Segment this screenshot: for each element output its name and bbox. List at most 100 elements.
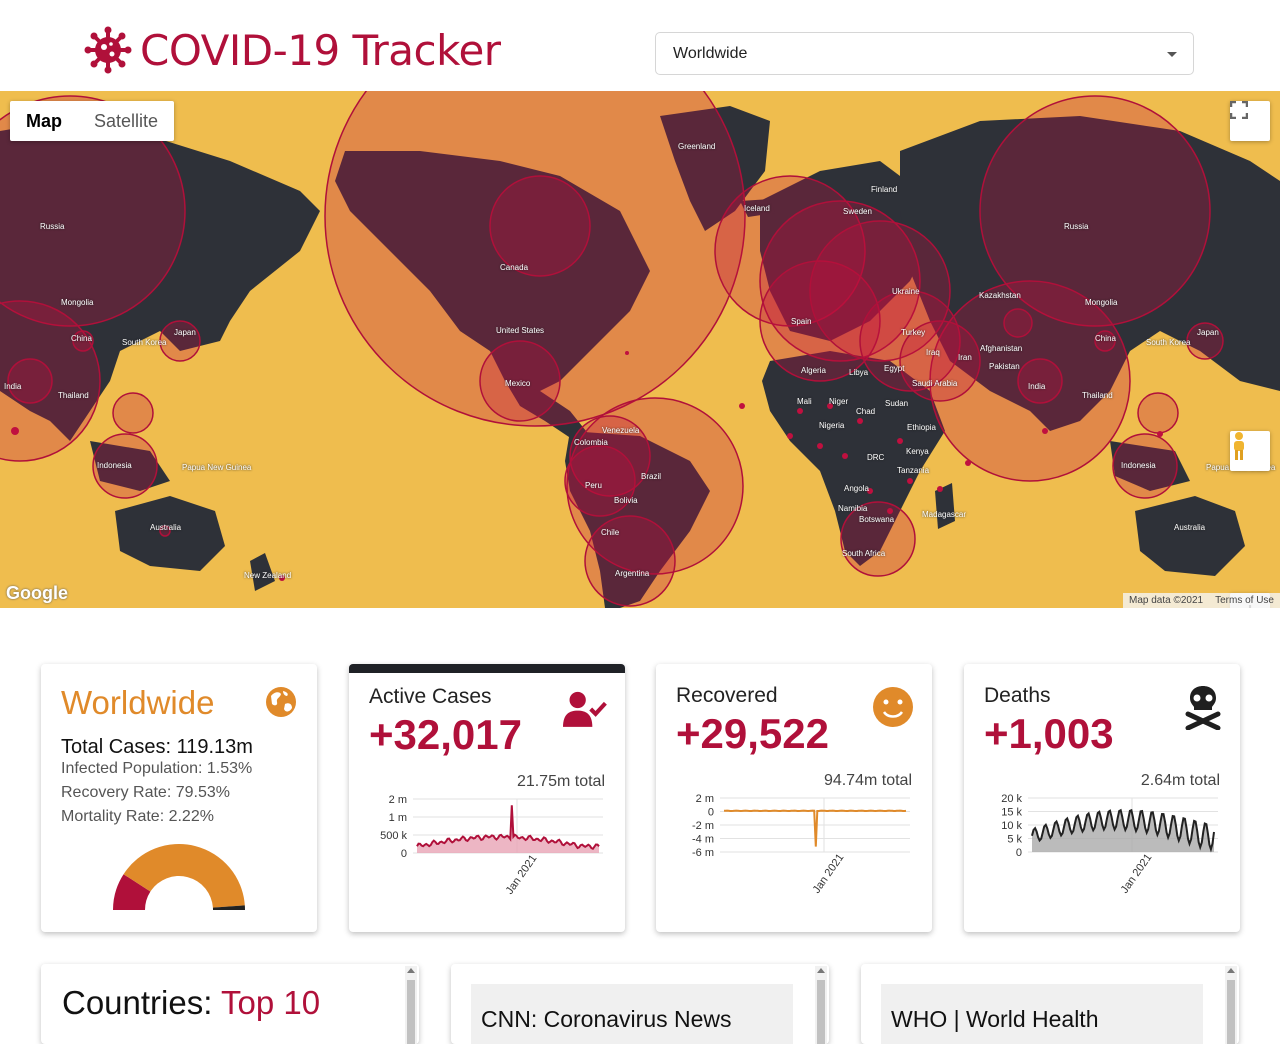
card-title: Recovered <box>676 684 778 707</box>
street-view-pegman[interactable] <box>1230 431 1270 471</box>
map-label: Indonesia <box>97 461 132 470</box>
map-label: Pakistan <box>989 362 1020 371</box>
card-total: 94.74m total <box>823 772 912 789</box>
gauge-active-segment <box>113 874 151 910</box>
series-line <box>723 809 907 847</box>
series-area <box>417 805 599 853</box>
small-markers <box>11 351 1163 581</box>
deaths-card[interactable]: Deaths +1,003 2.64m total 20 k 15 k 10 k 5 … <box>964 664 1240 932</box>
skull-crossbones-icon <box>1185 686 1221 730</box>
cnn-news-scrollbar[interactable] <box>815 966 827 1044</box>
map-label: Brazil <box>641 472 662 481</box>
case-circles <box>0 91 1224 607</box>
card-value: +1,003 <box>984 710 1114 757</box>
card-total: 2.64m total <box>1140 772 1220 789</box>
map-label: Sweden <box>843 207 872 216</box>
countries-title: Countries: Top 10 <box>62 984 320 1022</box>
terms-link[interactable]: Terms of Use <box>1215 595 1274 606</box>
series-area <box>1032 810 1214 852</box>
world-map[interactable]: Russia Mongolia China South Korea Japan … <box>0 91 1280 608</box>
y-tick-label: -4 m <box>692 834 714 846</box>
map-label: Iceland <box>744 204 770 213</box>
y-tick-label: 0 <box>401 848 407 860</box>
map-label: Spain <box>791 317 812 326</box>
map-label: Turkey <box>901 328 926 337</box>
map-label: Australia <box>1174 523 1206 532</box>
map-label: Peru <box>585 481 602 490</box>
map-label: Iran <box>958 353 972 362</box>
map-data-text: Map data ©2021 <box>1129 595 1204 606</box>
map-label: India <box>1028 382 1046 391</box>
map-label: Egypt <box>884 364 905 373</box>
map-canvas <box>0 91 1280 608</box>
scroll-up-icon <box>407 968 415 973</box>
mortality-rate-text: Mortality Rate: 2.22% <box>61 808 214 825</box>
y-tick-label: 0 <box>708 807 714 819</box>
virus-icon <box>84 26 132 74</box>
scrollbar-thumb[interactable] <box>817 980 825 1044</box>
map-label: Libya <box>849 368 869 377</box>
map-attribution: Map data ©2021 Terms of Use <box>1123 593 1280 608</box>
map-label: Russia <box>40 222 65 231</box>
map-label: South Korea <box>122 338 167 347</box>
total-cases-text: Total Cases: 119.13m <box>61 736 253 758</box>
map-label: Madagascar <box>922 510 967 519</box>
map-label: Indonesia <box>1121 461 1156 470</box>
map-label: Botswana <box>859 515 895 524</box>
who-news-heading[interactable]: WHO | World Health <box>881 984 1203 1044</box>
y-tick-label: 2 m <box>696 793 714 805</box>
card-value: +32,017 <box>369 711 522 758</box>
infected-population-text: Infected Population: 1.53% <box>61 760 253 777</box>
map-label: Ukraine <box>892 287 920 296</box>
recovery-rate-text: Recovery Rate: 79.53% <box>61 784 230 801</box>
app-header: COVID-19 Tracker Worldwide <box>0 0 1280 91</box>
card-title: Active Cases <box>369 685 492 708</box>
y-tick-label: 2 m <box>389 794 407 806</box>
chevron-down-icon <box>1167 52 1177 57</box>
countries-panel: Countries: Top 10 <box>41 964 419 1044</box>
countries-title-prefix: Countries: <box>62 984 221 1021</box>
map-label: Kenya <box>906 447 929 456</box>
map-label: Niger <box>829 397 849 406</box>
country-select[interactable]: Worldwide <box>655 32 1194 75</box>
worldwide-card: Worldwide Total Cases: 119.13m Infected … <box>41 664 317 932</box>
active-cases-chart: 2 m 1 m 500 k 0 Jan 2021 <box>380 794 603 897</box>
cnn-news-panel: CNN: Coronavirus News <box>451 964 829 1044</box>
card-total: 21.75m total <box>516 773 605 790</box>
scrollbar-thumb[interactable] <box>407 980 415 1044</box>
map-label: Ethiopia <box>907 423 936 432</box>
map-label: Thailand <box>1082 391 1113 400</box>
gauge-deaths-segment <box>212 905 245 910</box>
map-label: DRC <box>867 453 885 462</box>
y-tick-label: -6 m <box>692 847 714 859</box>
google-logo: Google <box>6 583 68 603</box>
x-tick-label: Jan 2021 <box>1119 852 1155 896</box>
map-type-satellite-button[interactable]: Satellite <box>94 111 159 131</box>
scroll-up-icon <box>1227 968 1235 973</box>
recovered-card[interactable]: Recovered +29,522 94.74m total 2 m 0 -2 m -… <box>656 664 932 932</box>
worldwide-title: Worldwide <box>61 684 215 721</box>
landmasses <box>0 106 1280 608</box>
y-tick-label: 20 k <box>1001 793 1022 805</box>
map-label: South Africa <box>842 549 886 558</box>
map-label: Namibia <box>838 504 868 513</box>
map-label: China <box>1095 334 1116 343</box>
countries-scrollbar[interactable] <box>405 966 417 1044</box>
map-label: Greenland <box>678 142 716 151</box>
map-type-control: Map Satellite <box>10 101 175 141</box>
map-label: Japan <box>1197 328 1219 337</box>
active-cases-card[interactable]: Active Cases +32,017 21.75m total 2 m 1 m… <box>349 664 625 932</box>
card-value: +29,522 <box>676 710 829 757</box>
x-tick-label: Jan 2021 <box>811 852 847 896</box>
cnn-news-heading[interactable]: CNN: Coronavirus News <box>471 984 793 1044</box>
y-tick-label: 10 k <box>1001 820 1022 832</box>
who-news-scrollbar[interactable] <box>1225 966 1237 1044</box>
series-line <box>1031 808 1215 853</box>
logo: COVID-19 Tracker <box>84 22 501 78</box>
map-label: Mexico <box>505 379 531 388</box>
scrollbar-thumb[interactable] <box>1227 980 1235 1044</box>
map-label: India <box>4 382 22 391</box>
map-label: Argentina <box>615 569 650 578</box>
fullscreen-button[interactable] <box>1230 101 1270 141</box>
map-type-map-button[interactable]: Map <box>26 111 62 131</box>
